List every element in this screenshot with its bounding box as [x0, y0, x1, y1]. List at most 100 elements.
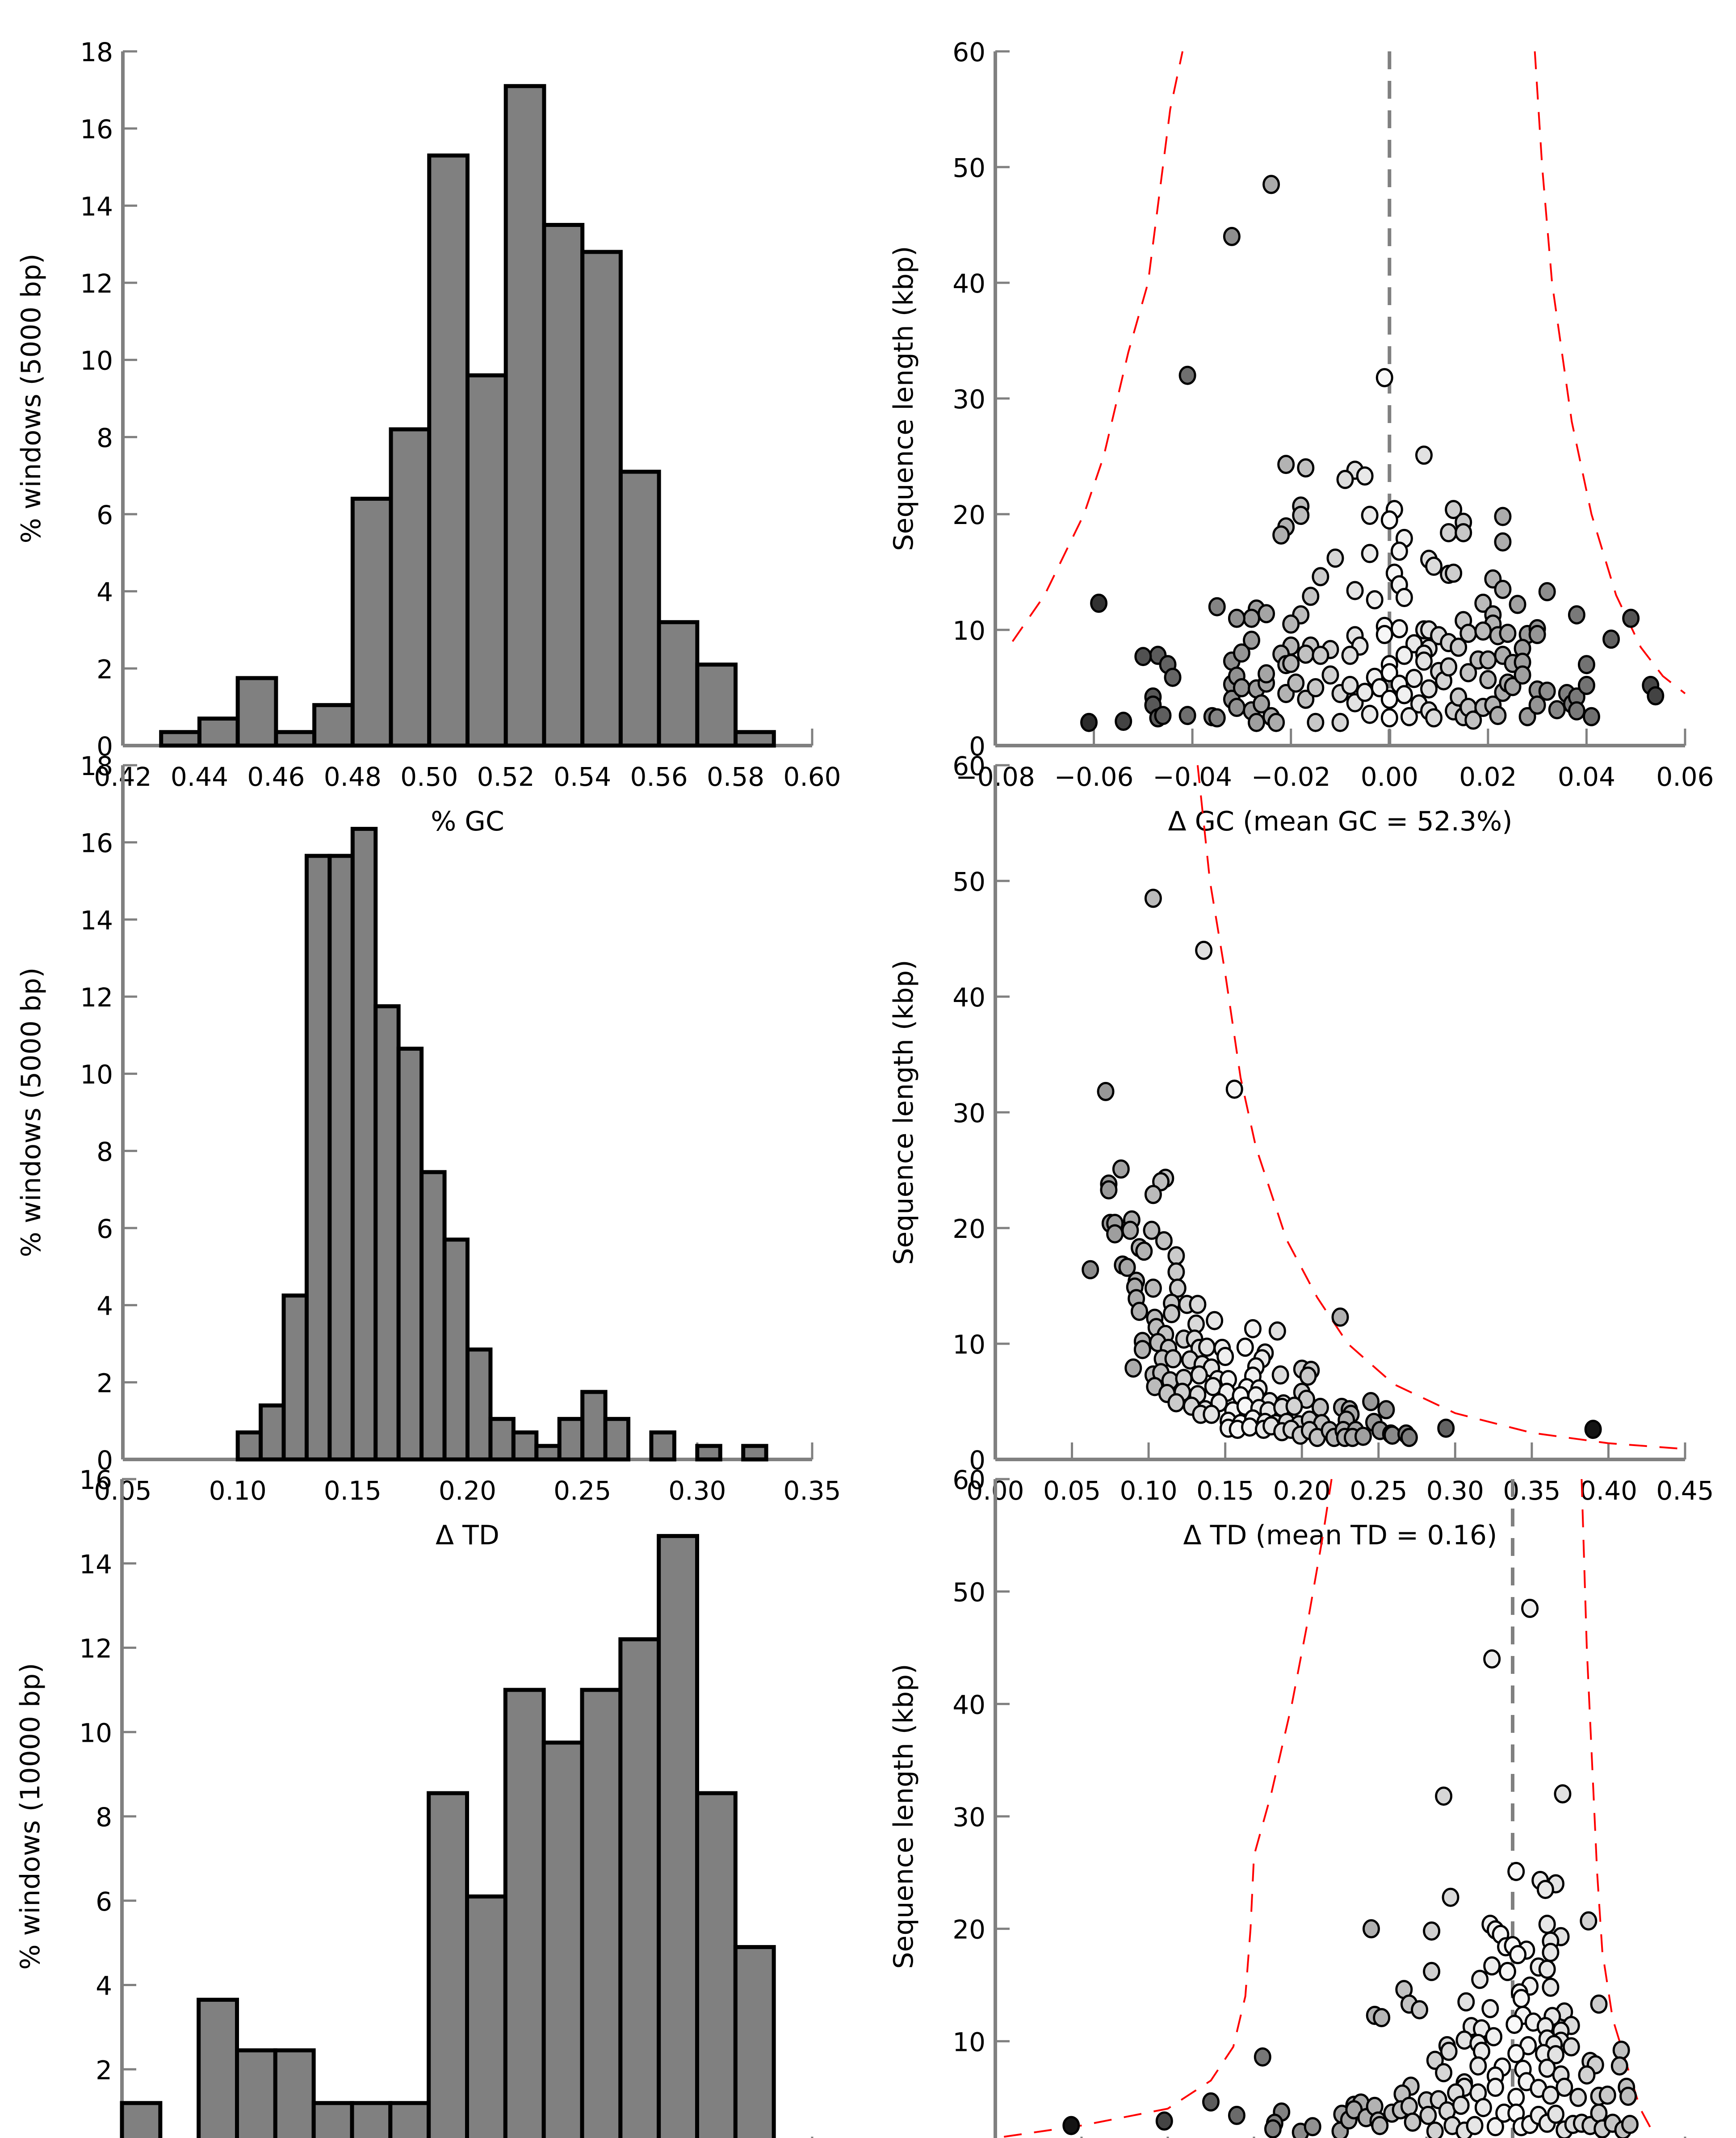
scatter-point — [1097, 1082, 1115, 1101]
scatter-point — [1287, 673, 1305, 693]
scatter-point — [1569, 2088, 1587, 2107]
histogram-bar — [427, 1791, 470, 2138]
scatter-point — [1395, 587, 1413, 607]
scatter-point — [1547, 2104, 1564, 2124]
scatter-point — [1568, 701, 1585, 721]
scatter-point — [1228, 2105, 1245, 2125]
scatter-point — [1143, 1220, 1161, 1240]
scatter-point — [1321, 665, 1339, 685]
scatter-point — [1420, 679, 1438, 699]
scatter-point — [1118, 1258, 1136, 1277]
x-tick-label: 0.45 — [1656, 1476, 1714, 1506]
cd-scatter-panel: 0102030405060−0.30−0.25−0.20−0.15−0.10−0… — [888, 1465, 1686, 2138]
histogram-bar — [259, 1403, 286, 1462]
histogram-bar — [695, 1444, 722, 1462]
scatter-point — [1390, 541, 1408, 561]
scatter-point — [1282, 654, 1300, 673]
histogram-bar — [350, 826, 378, 1462]
scatter-point — [1115, 712, 1132, 731]
scatter-point — [1598, 2085, 1616, 2105]
x-axis-label: Δ TD (mean TD = 0.16) — [1183, 1520, 1497, 1551]
histogram-bar — [442, 1237, 470, 1462]
scatter-point — [1405, 669, 1423, 688]
scatter-point — [1112, 1159, 1130, 1179]
y-tick-label: 10 — [80, 1060, 113, 1090]
scatter-point — [1419, 2105, 1437, 2125]
scatter-point — [1371, 2116, 1389, 2135]
scatter-point — [1538, 1915, 1556, 1934]
y-tick-label: 50 — [952, 867, 985, 897]
histogram-bar — [741, 1444, 768, 1462]
scatter-point — [1144, 1279, 1162, 1298]
y-tick-label: 50 — [952, 1577, 985, 1608]
y-tick-label: 10 — [952, 1329, 985, 1360]
critical-value-curve-right — [1581, 1479, 1656, 2138]
y-tick-label: 4 — [96, 577, 113, 608]
scatter-point — [1178, 365, 1196, 385]
scatter-point — [1361, 506, 1379, 525]
scatter-point — [1262, 175, 1280, 194]
scatter-point — [1090, 593, 1108, 613]
scatter-point — [1336, 470, 1354, 489]
histogram-bar — [657, 620, 700, 748]
scatter-point — [1584, 1420, 1602, 1439]
y-axis-label: % windows (5000 bp) — [16, 968, 47, 1258]
scatter-point — [1423, 1921, 1441, 1941]
x-tick-label: 0.35 — [783, 1476, 841, 1506]
y-tick-label: 6 — [96, 500, 113, 530]
x-tick-label: 0.54 — [554, 762, 611, 792]
scatter-point — [1450, 637, 1468, 657]
scatter-point — [1577, 655, 1595, 675]
scatter-point — [1474, 621, 1492, 641]
y-tick-label: 30 — [952, 1098, 985, 1128]
scatter-point — [1507, 2044, 1525, 2063]
scatter-point — [1144, 1185, 1162, 1204]
y-tick-label: 20 — [952, 1915, 985, 1945]
scatter-point — [1223, 226, 1241, 246]
x-axis-label: % GC — [431, 806, 504, 837]
scatter-point — [1208, 708, 1226, 728]
scatter-point — [1304, 2117, 1321, 2137]
scatter-point — [1155, 1231, 1173, 1250]
y-tick-label: 0 — [969, 1445, 985, 1476]
scatter-point — [1426, 2121, 1444, 2138]
histogram-bar — [274, 730, 317, 748]
x-tick-label: 0.48 — [324, 762, 382, 792]
scatter-point — [1361, 544, 1379, 563]
scatter-point — [1499, 624, 1517, 643]
histogram-bar — [120, 2101, 163, 2138]
y-tick-label: 18 — [80, 751, 113, 781]
scatter-point — [1312, 567, 1329, 587]
histogram-bar — [557, 1417, 585, 1462]
scatter-point — [1100, 1180, 1118, 1200]
scatter-point — [1124, 1358, 1142, 1378]
scatter-point — [1494, 507, 1512, 526]
histogram-bar — [350, 2101, 393, 2138]
scatter-point — [1144, 889, 1162, 908]
histogram-bar — [235, 1430, 263, 1462]
histogram-bar — [159, 730, 201, 748]
scatter-point — [1466, 2116, 1484, 2135]
x-tick-label: 0.58 — [707, 762, 764, 792]
scatter-point — [1610, 2056, 1628, 2076]
histogram-bar — [273, 2048, 316, 2138]
x-tick-label: 0.05 — [1043, 1476, 1101, 1506]
histogram-bar — [427, 153, 470, 748]
scatter-point — [1619, 2087, 1637, 2106]
x-tick-label: 0.52 — [477, 762, 535, 792]
y-axis-label: Sequence length (kbp) — [888, 246, 919, 551]
histogram-bar — [197, 1998, 239, 2138]
scatter-point — [1154, 706, 1172, 725]
scatter-point — [1411, 2000, 1429, 2020]
x-tick-label: 0.10 — [209, 1476, 267, 1506]
scatter-point — [1206, 1311, 1224, 1330]
scatter-point — [1457, 1992, 1475, 2012]
y-tick-label: 16 — [80, 114, 113, 145]
x-axis-label: Δ GC (mean GC = 52.3%) — [1168, 806, 1512, 837]
y-tick-label: 4 — [96, 1291, 113, 1321]
scatter-point — [1277, 455, 1295, 474]
y-tick-label: 4 — [96, 1971, 112, 2001]
